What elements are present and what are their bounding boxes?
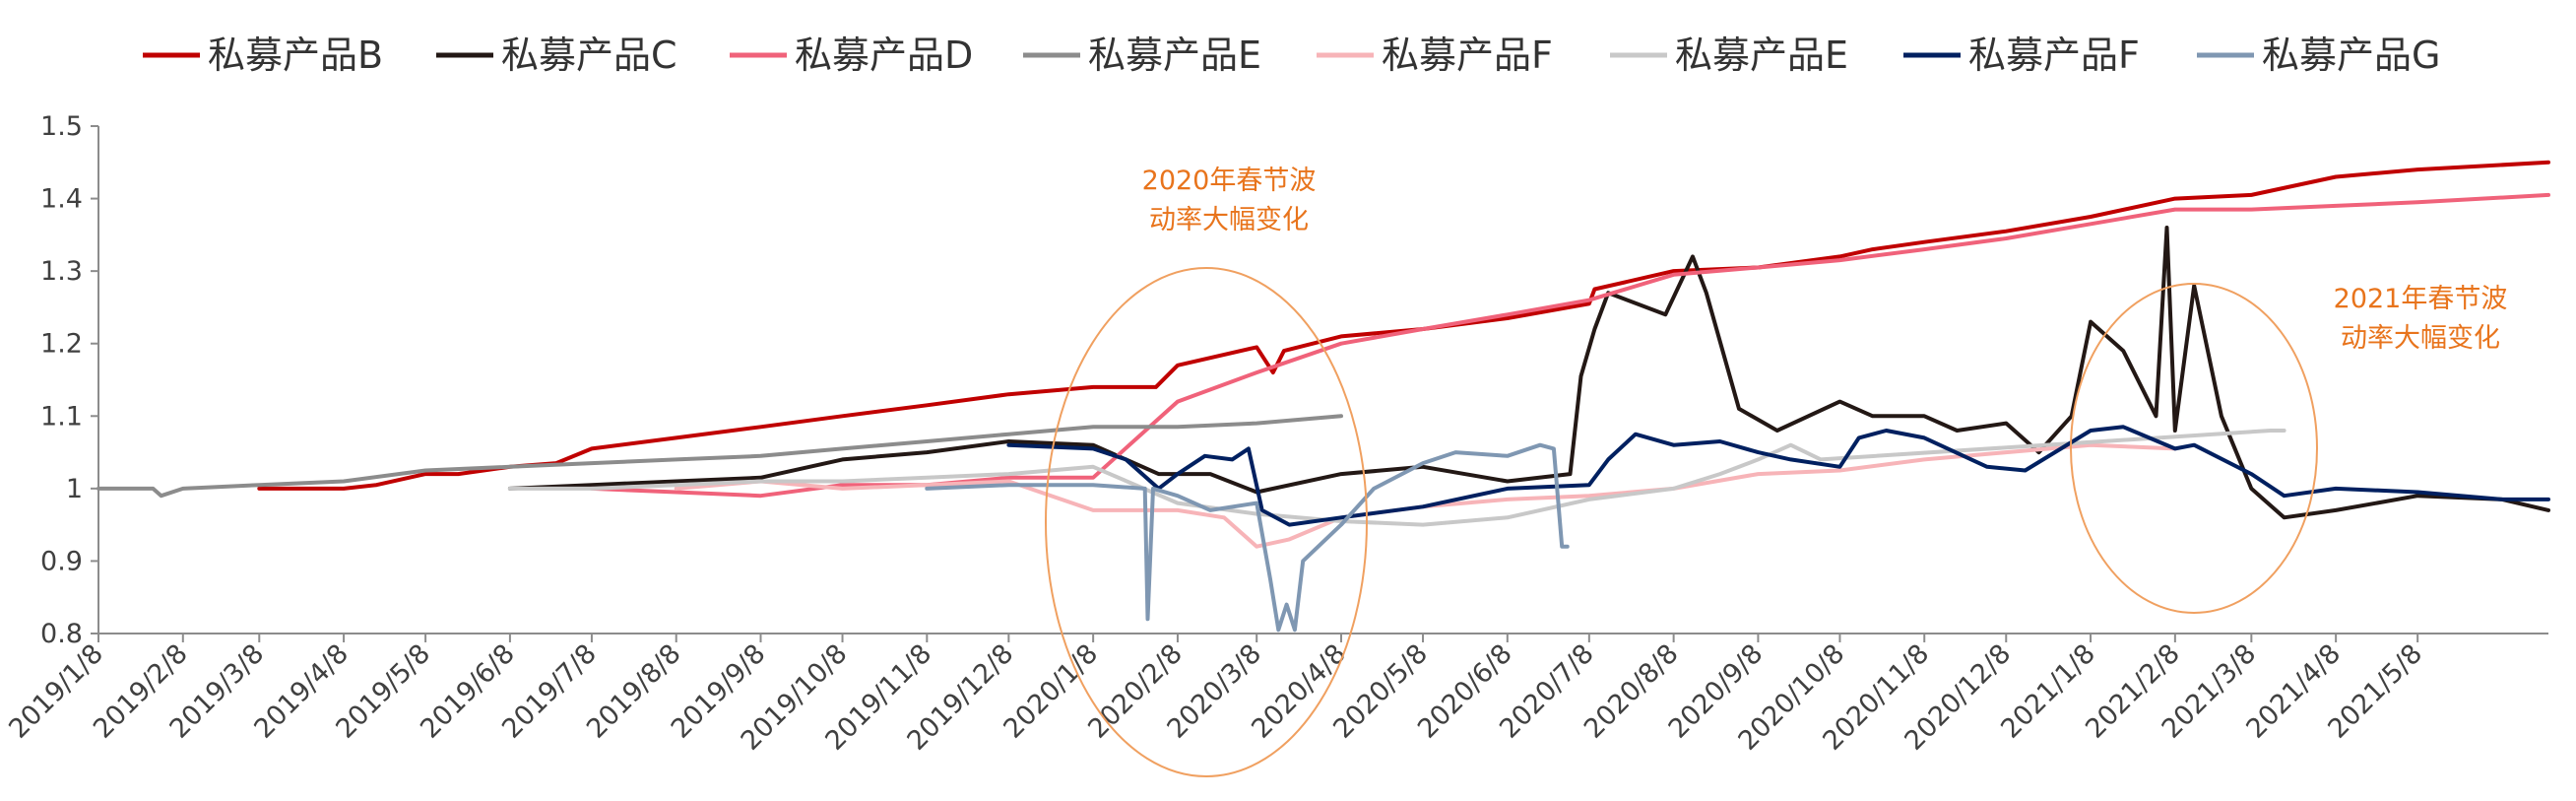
legend-label: 私募产品E bbox=[1088, 33, 1261, 77]
y-tick-label: 1.3 bbox=[40, 256, 83, 287]
x-ticks: 2019/1/82019/2/82019/3/82019/4/82019/5/8… bbox=[3, 634, 2428, 757]
series-line-5 bbox=[507, 429, 2286, 527]
y-ticks: 0.8 0.9 1 1.1 1.2 1.3 1.4 1.5 bbox=[40, 111, 98, 649]
legend-label: 私募产品G bbox=[2262, 33, 2440, 77]
series-line-1 bbox=[507, 226, 2550, 520]
series-line-2 bbox=[589, 192, 2550, 499]
series-group bbox=[97, 160, 2550, 633]
y-tick-label: 0.8 bbox=[40, 619, 83, 649]
annotation-ellipse-2020 bbox=[1045, 267, 1368, 777]
annotation-2021-line1: 2021年春节波 bbox=[2334, 284, 2508, 314]
legend-label: 私募产品D bbox=[795, 33, 973, 77]
legend-label: 私募产品F bbox=[1968, 33, 2140, 77]
annotation-2021-line2: 动率大幅变化 bbox=[2341, 323, 2500, 354]
axes bbox=[97, 126, 2548, 634]
series-line-6 bbox=[1006, 425, 2550, 527]
annotation-2020-line2: 动率大幅变化 bbox=[1149, 205, 1309, 235]
annotation-ellipse-2021 bbox=[2070, 283, 2318, 614]
legend-label: 私募产品E bbox=[1675, 33, 1848, 77]
y-tick-label: 1.4 bbox=[40, 184, 83, 215]
legend-label: 私募产品C bbox=[501, 33, 677, 77]
y-tick-label: 1.1 bbox=[40, 401, 83, 432]
legend: 私募产品B 私募产品C 私募产品D 私募产品E 私募产品F 私募产品E 私募产品F 私募产品G bbox=[143, 33, 2440, 77]
legend-label: 私募产品F bbox=[1382, 33, 1553, 77]
series-line-3 bbox=[97, 414, 1343, 499]
annotations: 2020年春节波 动率大幅变化 2021年春节波 动率大幅变化 bbox=[1045, 166, 2508, 777]
series-line-7 bbox=[925, 442, 1570, 633]
y-tick-label: 1.5 bbox=[40, 111, 83, 142]
legend-label: 私募产品B bbox=[208, 33, 383, 77]
y-tick-label: 1 bbox=[66, 474, 83, 504]
y-tick-label: 0.9 bbox=[40, 546, 83, 576]
annotation-2020-line1: 2020年春节波 bbox=[1142, 166, 1317, 196]
y-tick-label: 1.2 bbox=[40, 329, 83, 360]
